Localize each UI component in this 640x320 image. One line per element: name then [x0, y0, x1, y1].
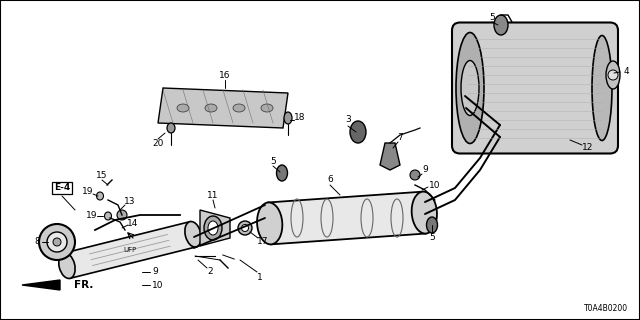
Polygon shape: [200, 210, 230, 246]
Text: 16: 16: [220, 70, 231, 79]
Text: UFP: UFP: [124, 247, 136, 253]
Ellipse shape: [461, 60, 479, 116]
Text: 17: 17: [257, 237, 269, 246]
Text: 7: 7: [397, 133, 403, 142]
Ellipse shape: [177, 104, 189, 112]
Text: 2: 2: [207, 268, 213, 276]
Text: 3: 3: [345, 116, 351, 124]
Text: 5: 5: [489, 13, 495, 22]
Ellipse shape: [104, 212, 111, 220]
Ellipse shape: [204, 216, 222, 240]
Text: 10: 10: [429, 180, 441, 189]
Ellipse shape: [241, 225, 248, 231]
Ellipse shape: [592, 36, 612, 140]
FancyBboxPatch shape: [452, 22, 618, 154]
Text: 1: 1: [257, 274, 263, 283]
Ellipse shape: [97, 192, 104, 200]
Text: 12: 12: [582, 143, 594, 153]
Ellipse shape: [208, 221, 218, 235]
Ellipse shape: [284, 112, 292, 124]
Polygon shape: [22, 280, 60, 290]
Ellipse shape: [257, 203, 282, 244]
Ellipse shape: [606, 61, 620, 89]
Circle shape: [117, 210, 127, 220]
Text: 8: 8: [34, 237, 40, 246]
Text: 10: 10: [152, 281, 164, 290]
Text: 6: 6: [327, 175, 333, 185]
Text: 9: 9: [422, 165, 428, 174]
Ellipse shape: [456, 33, 484, 143]
Text: 14: 14: [127, 219, 139, 228]
Text: 5: 5: [270, 157, 276, 166]
Circle shape: [53, 238, 61, 246]
Ellipse shape: [59, 253, 75, 278]
Text: 5: 5: [429, 234, 435, 243]
Circle shape: [608, 70, 618, 80]
Ellipse shape: [494, 15, 508, 35]
Text: 11: 11: [207, 190, 219, 199]
Text: 9: 9: [152, 268, 158, 276]
Text: 13: 13: [124, 197, 136, 206]
Polygon shape: [64, 222, 196, 278]
Text: 4: 4: [623, 68, 629, 76]
Polygon shape: [158, 88, 288, 128]
Circle shape: [410, 170, 420, 180]
Circle shape: [47, 232, 67, 252]
Text: 18: 18: [294, 114, 306, 123]
Text: E-4: E-4: [54, 183, 70, 193]
Text: 19: 19: [83, 188, 93, 196]
Ellipse shape: [276, 165, 287, 181]
Ellipse shape: [412, 192, 437, 234]
Circle shape: [39, 224, 75, 260]
Text: 19: 19: [86, 211, 98, 220]
Ellipse shape: [426, 217, 438, 233]
Text: 20: 20: [152, 139, 164, 148]
Text: 15: 15: [96, 171, 108, 180]
Ellipse shape: [185, 221, 201, 247]
Ellipse shape: [233, 104, 245, 112]
Ellipse shape: [238, 221, 252, 235]
Text: FR.: FR.: [74, 280, 93, 290]
Polygon shape: [268, 192, 426, 244]
Ellipse shape: [167, 123, 175, 133]
Ellipse shape: [205, 104, 217, 112]
Ellipse shape: [261, 104, 273, 112]
Ellipse shape: [350, 121, 366, 143]
Polygon shape: [380, 143, 400, 170]
Text: T0A4B0200: T0A4B0200: [584, 304, 628, 313]
